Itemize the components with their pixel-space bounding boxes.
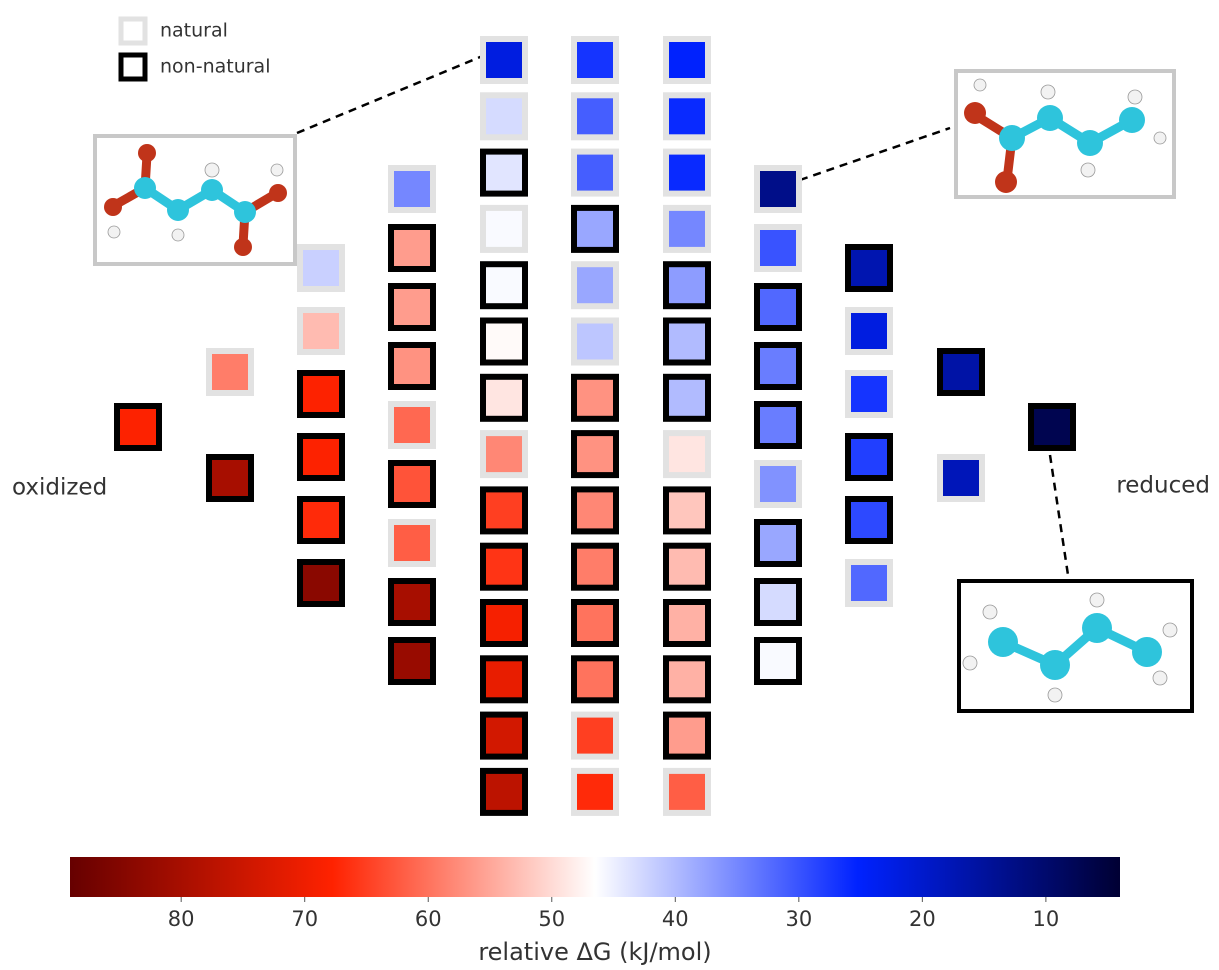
cell: [574, 489, 616, 531]
cell: [391, 168, 433, 210]
cell: [666, 658, 708, 700]
reduced-label: reduced: [1116, 473, 1210, 499]
cell: [666, 771, 708, 813]
cell: [391, 404, 433, 446]
cell: [574, 377, 616, 419]
cell: [574, 264, 616, 306]
cell: [757, 286, 799, 328]
cell: [483, 39, 525, 81]
cell: [848, 499, 890, 541]
cell: [300, 373, 342, 415]
cell: [483, 658, 525, 700]
colorbar-tick-label: 30: [785, 907, 812, 931]
cell: [483, 602, 525, 644]
legend-label: natural: [160, 20, 228, 42]
colorbar-tick-label: 70: [291, 907, 318, 931]
colorbar-tick-label: 40: [662, 907, 689, 931]
chart: natural non-natural oxidized reduced rela…: [0, 0, 1219, 970]
cell: [666, 39, 708, 81]
cell: [209, 351, 251, 393]
cell: [757, 404, 799, 446]
legend-swatch: [121, 19, 145, 43]
cell: [848, 373, 890, 415]
cell: [574, 771, 616, 813]
cell: [300, 436, 342, 478]
colorbar-tick-label: 80: [168, 907, 195, 931]
cell: [848, 310, 890, 352]
cell: [574, 95, 616, 137]
cell: [848, 562, 890, 604]
cell: [574, 39, 616, 81]
cell: [666, 546, 708, 588]
cell: [483, 264, 525, 306]
cell: [391, 522, 433, 564]
cell: [757, 581, 799, 623]
cell: [300, 499, 342, 541]
cell: [757, 345, 799, 387]
oxidized-label: oxidized: [12, 475, 107, 501]
cell: [483, 433, 525, 475]
cell: [848, 436, 890, 478]
cell: [574, 321, 616, 363]
cell: [666, 715, 708, 757]
cell: [757, 463, 799, 505]
cell: [300, 562, 342, 604]
cell: [483, 95, 525, 137]
cell: [666, 152, 708, 194]
cell: [574, 208, 616, 250]
cell: [300, 310, 342, 352]
cell: [391, 640, 433, 682]
cell: [574, 433, 616, 475]
legend-label: non-natural: [160, 56, 270, 78]
cell: [757, 227, 799, 269]
inset-acid: [800, 71, 1174, 197]
cell: [940, 351, 982, 393]
cell: [574, 658, 616, 700]
cell: [574, 152, 616, 194]
cell: [300, 247, 342, 289]
cell: [1031, 406, 1073, 448]
cell: [483, 715, 525, 757]
cell: [483, 377, 525, 419]
legend-swatch: [121, 55, 145, 79]
colorbar-tick-label: 20: [909, 907, 936, 931]
cell: [483, 208, 525, 250]
cell: [483, 489, 525, 531]
cell: [391, 227, 433, 269]
legend: natural non-natural: [121, 19, 270, 79]
colorbar-tick-label: 60: [415, 907, 442, 931]
cell: [666, 433, 708, 475]
cell: [117, 406, 159, 448]
cell: [483, 152, 525, 194]
cell: [757, 522, 799, 564]
colorbar: [70, 857, 1120, 897]
colorbar-tick-label: 10: [1033, 907, 1060, 931]
cell: [391, 286, 433, 328]
cell: [391, 345, 433, 387]
cell: [209, 457, 251, 499]
cell: [666, 95, 708, 137]
cell: [574, 715, 616, 757]
cell: [483, 546, 525, 588]
cell: [666, 264, 708, 306]
colorbar-tick-label: 50: [538, 907, 565, 931]
cell: [666, 489, 708, 531]
cell: [391, 581, 433, 623]
cell: [483, 321, 525, 363]
cell: [666, 602, 708, 644]
cell: [940, 457, 982, 499]
cell: [666, 321, 708, 363]
cell: [391, 463, 433, 505]
colorbar-label: relative ΔG (kJ/mol): [478, 938, 711, 966]
cell: [574, 602, 616, 644]
cell: [483, 771, 525, 813]
cell: [666, 377, 708, 419]
cell: [666, 208, 708, 250]
cell: [757, 640, 799, 682]
cell: [757, 168, 799, 210]
cell: [848, 247, 890, 289]
cell: [574, 546, 616, 588]
